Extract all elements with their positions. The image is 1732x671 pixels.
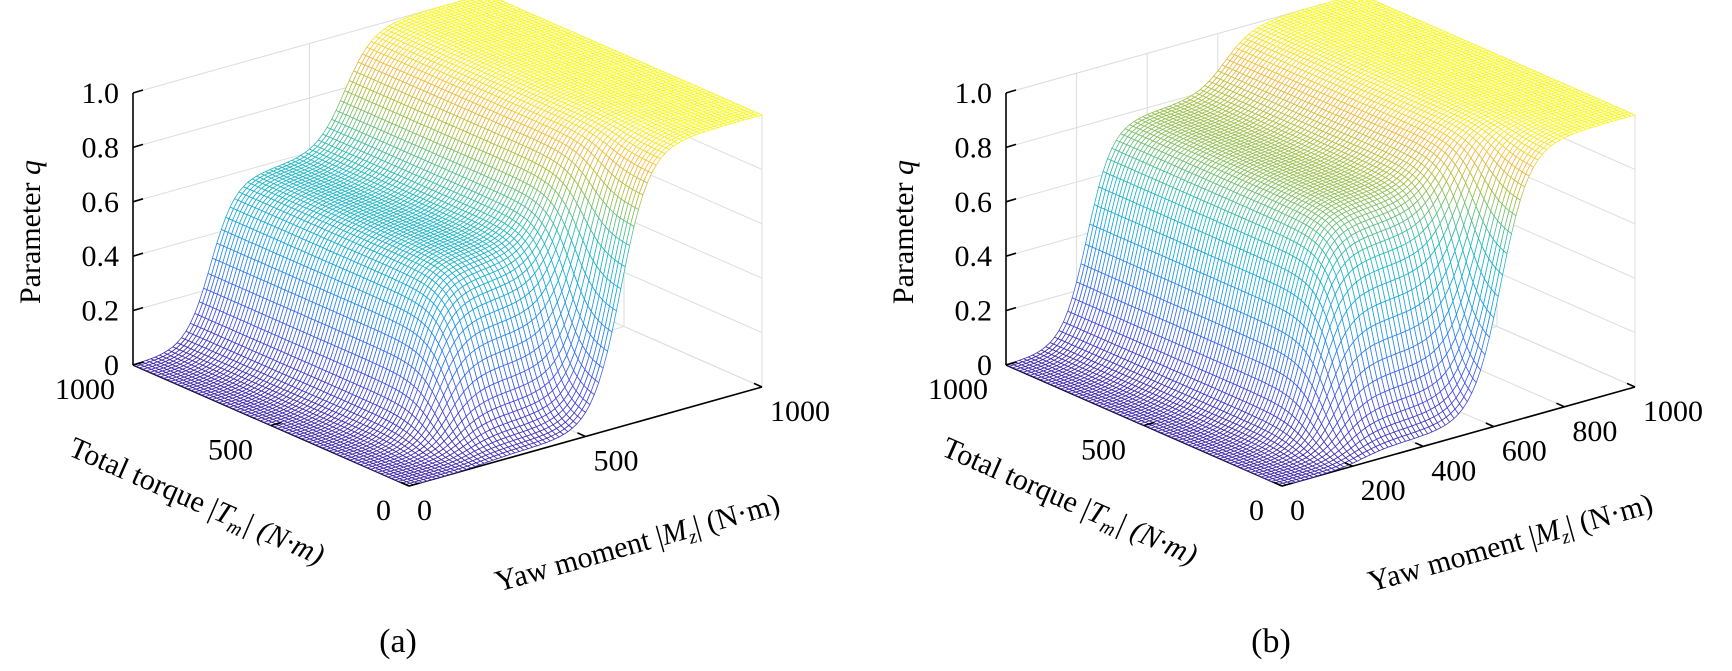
surface-plot-a: 00.20.40.60.81.00500100005001000Paramete…	[14, 0, 830, 660]
surface-mesh	[132, 0, 763, 487]
